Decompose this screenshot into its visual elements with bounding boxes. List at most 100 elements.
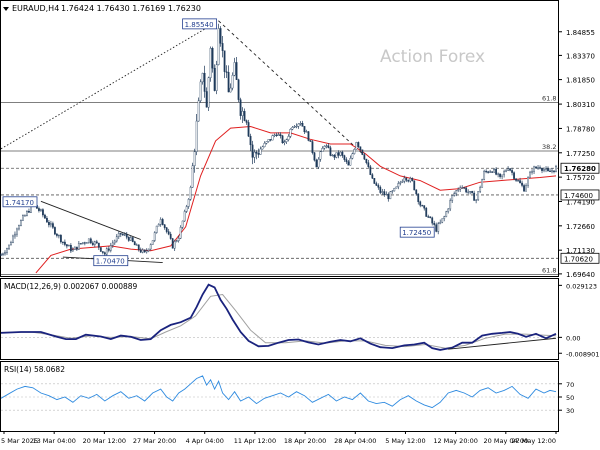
candle-body [239, 99, 242, 116]
price-tick-label: 1.84855 [566, 29, 595, 37]
candle-body [295, 125, 298, 128]
trendline [0, 20, 219, 150]
candle-body [55, 233, 58, 236]
candle-body [335, 152, 338, 158]
candle-body [381, 191, 384, 193]
price-tick-label: 1.83370 [566, 52, 595, 60]
candle-body [319, 151, 322, 160]
candle-body [67, 245, 70, 247]
candle-body [445, 211, 448, 217]
macd-trendline [448, 337, 557, 350]
candle-body [541, 168, 543, 171]
fib-level-label: 61.8 [542, 267, 556, 275]
level-price-box [560, 252, 600, 264]
candle-body [403, 177, 406, 182]
candle-body [277, 134, 280, 136]
candle-body [219, 28, 222, 44]
watermark: Action Forex [380, 47, 485, 67]
candle-body [547, 168, 549, 172]
candle-body [371, 174, 374, 179]
candle-body [385, 193, 388, 196]
candle-body [317, 158, 320, 168]
candle-body [303, 126, 306, 133]
candle-body [173, 241, 176, 249]
candle-body [61, 241, 64, 243]
candle-body [529, 171, 531, 178]
candle-body [141, 249, 144, 253]
candle-body [135, 244, 138, 246]
candle-body [327, 145, 330, 148]
candle-body [413, 180, 416, 191]
candle-body [111, 242, 114, 246]
candle-body [415, 189, 418, 195]
price-tick-label: 1.69640 [566, 271, 595, 279]
candle-body [203, 72, 206, 92]
price-annotation-label: 1.70470 [96, 258, 125, 266]
macd-line [0, 283, 557, 351]
candle-body [14, 233, 16, 237]
candle-body [523, 185, 525, 192]
candle-body [215, 64, 218, 91]
candle-body [275, 134, 278, 136]
candle-body [461, 187, 464, 189]
candle-body [501, 174, 503, 177]
candle-body [65, 244, 68, 247]
candle-body [497, 173, 500, 175]
dropdown-arrow-icon[interactable] [3, 7, 9, 11]
time-tick-label: 27 Mar 20:00 [133, 437, 176, 445]
candle-body [423, 205, 426, 209]
candle-body [241, 110, 244, 116]
candle-body [107, 248, 110, 251]
candle-body [155, 225, 158, 233]
price-tick-label: 1.75720 [566, 174, 595, 182]
price-panel [0, 0, 559, 277]
candle-body [199, 81, 202, 102]
candle-body [221, 43, 224, 51]
candle-body [189, 186, 192, 200]
candle-body [2, 253, 4, 255]
candle-body [507, 168, 509, 171]
candle-body [313, 152, 316, 161]
candle-body [99, 247, 102, 252]
candle-body [95, 241, 98, 244]
candle-body [485, 170, 488, 173]
candle-body [417, 193, 420, 202]
level-price-label: 1.74600 [564, 192, 593, 200]
time-tick-label: 20 Mar 12:00 [83, 437, 126, 445]
candle-body [81, 242, 84, 244]
candle-body [119, 233, 122, 235]
rsi-tick-label: 30 [566, 407, 574, 415]
candle-body [505, 170, 507, 172]
candle-body [375, 183, 378, 186]
candle-body [341, 151, 344, 156]
rsi-tick-label: 50 [566, 394, 574, 402]
candle-body [103, 252, 106, 255]
candle-body [169, 233, 172, 239]
time-tick-label: 28 Apr 04:00 [334, 437, 376, 445]
candle-body [421, 205, 424, 207]
candle-body [283, 141, 286, 144]
candle-body [357, 142, 360, 147]
price-annotation-box [399, 226, 435, 238]
price-annotation-label: 1.85540 [185, 21, 214, 29]
candle-body [177, 238, 180, 241]
candle-body [121, 234, 124, 236]
candle-body [255, 151, 258, 154]
candle-body [489, 171, 492, 173]
candle-body [369, 166, 372, 175]
candle-body [147, 248, 150, 251]
candle-body [311, 141, 314, 153]
candle-body [455, 190, 458, 194]
time-tick-label: 4 Apr 04:00 [186, 437, 224, 445]
candle-body [429, 216, 432, 219]
candle-body [93, 241, 96, 245]
candle-body [87, 238, 90, 243]
candle-body [365, 158, 368, 163]
price-series [0, 23, 557, 257]
candle-body [433, 222, 436, 225]
time-tick-label: 27 May 12:00 [511, 437, 556, 445]
candle-body [349, 158, 352, 166]
candle-body [493, 169, 496, 173]
